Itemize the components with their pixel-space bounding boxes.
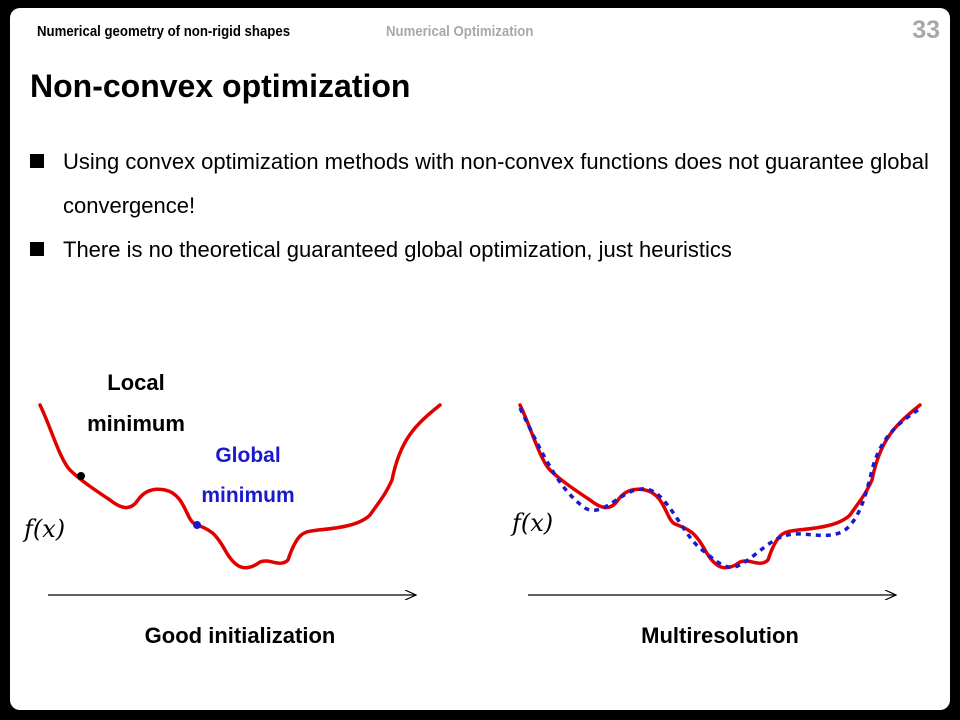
right-coarse-curve: [518, 407, 919, 569]
local-minimum-label: Local minimum: [87, 370, 185, 436]
global-minimum-start-dot: [193, 521, 201, 529]
right-function-curve: [518, 403, 922, 570]
course-title: Numerical geometry of non-rigid shapes: [37, 23, 291, 40]
global-minimum-label: Global minimum: [201, 444, 295, 507]
local-minimum-dot: [77, 472, 85, 480]
square-bullet-icon: [30, 242, 44, 256]
left-function-label: f(x): [24, 515, 66, 543]
right-caption: Multiresolution: [641, 623, 799, 648]
right-function-label: f(x): [512, 509, 554, 537]
slide-title: Non-convex optimization: [30, 68, 411, 104]
bullet-item: Using convex optimization methods with n…: [30, 140, 930, 228]
bullet-text: There is no theoretical guaranteed globa…: [63, 237, 732, 262]
square-bullet-icon: [30, 154, 44, 168]
bullet-list: Using convex optimization methods with n…: [30, 140, 930, 272]
bullet-item: There is no theoretical guaranteed globa…: [30, 228, 930, 272]
section-title: Numerical Optimization: [386, 23, 534, 40]
left-function-curve: [38, 403, 442, 570]
bullet-text: Using convex optimization methods with n…: [63, 149, 929, 218]
page-number: 33: [912, 16, 940, 44]
left-caption: Good initialization: [144, 623, 336, 648]
slide: [10, 8, 950, 710]
